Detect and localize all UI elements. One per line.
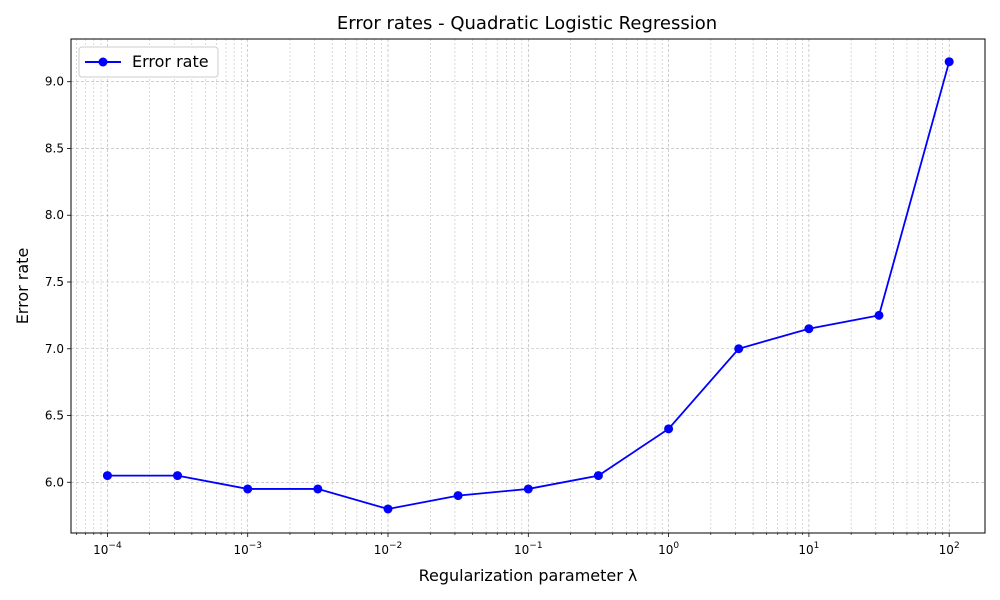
- y-tick-label: 6.5: [45, 409, 64, 423]
- y-tick-label: 8.0: [45, 208, 64, 222]
- data-point: [173, 471, 183, 481]
- data-point: [734, 344, 744, 354]
- data-point: [383, 504, 393, 514]
- x-tick-label: 10−2: [374, 541, 403, 557]
- y-tick-label: 7.0: [45, 342, 64, 356]
- data-point: [664, 424, 674, 434]
- y-axis-label: Error rate: [13, 248, 32, 325]
- data-point: [313, 484, 323, 494]
- x-tick-label: 100: [658, 541, 679, 557]
- x-tick-label: 102: [939, 541, 960, 557]
- legend: Error rate: [78, 46, 219, 78]
- x-tick-label: 10−3: [233, 541, 262, 557]
- grid: [71, 39, 985, 533]
- data-point: [243, 484, 253, 494]
- x-tick-label: 10−1: [514, 541, 543, 557]
- x-axis-label: Regularization parameter λ: [419, 566, 638, 585]
- data-point: [102, 471, 112, 481]
- x-tick-label: 101: [798, 541, 819, 557]
- series-layer: [102, 57, 954, 514]
- data-point: [874, 310, 884, 320]
- y-axis-ticks: 6.0 6.5 7.0 7.5 8.0 8.5 9.0: [45, 75, 71, 489]
- data-point: [944, 57, 954, 67]
- y-tick-label: 7.5: [45, 275, 64, 289]
- data-point: [593, 471, 603, 481]
- y-tick-label: 8.5: [45, 141, 64, 155]
- legend-box: [78, 46, 219, 78]
- data-point: [453, 491, 463, 501]
- x-tick-label: 10−4: [93, 541, 122, 557]
- x-axis-ticks: 10−4 10−3 10−2 10−1 100 101 102: [76, 533, 960, 557]
- legend-marker: [98, 57, 108, 67]
- data-point: [523, 484, 533, 494]
- y-tick-label: 9.0: [45, 75, 64, 89]
- legend-label: Error rate: [132, 52, 209, 71]
- chart-title: Error rates - Quadratic Logistic Regress…: [337, 13, 717, 34]
- y-tick-label: 6.0: [45, 475, 64, 489]
- data-point: [804, 324, 814, 334]
